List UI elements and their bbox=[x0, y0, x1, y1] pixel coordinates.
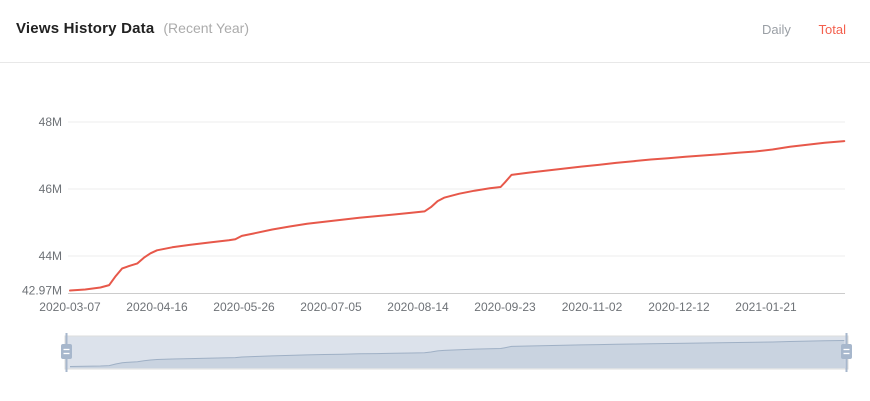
page-subtitle: (Recent Year) bbox=[163, 20, 249, 36]
y-axis-label: 44M bbox=[39, 249, 62, 263]
tab-total[interactable]: Total bbox=[818, 22, 846, 37]
x-axis-label: 2020-04-16 bbox=[126, 300, 188, 314]
datazoom-left-handle[interactable] bbox=[61, 333, 72, 372]
y-axis-label: 46M bbox=[39, 182, 62, 196]
x-axis-label: 2020-12-12 bbox=[648, 300, 710, 314]
x-axis-label: 2020-09-23 bbox=[474, 300, 536, 314]
x-axis-label: 2020-05-26 bbox=[213, 300, 275, 314]
y-axis-label: 48M bbox=[39, 115, 62, 129]
x-axis-label: 2020-08-14 bbox=[387, 300, 449, 314]
x-axis-label: 2020-11-02 bbox=[562, 300, 623, 314]
tab-daily[interactable]: Daily bbox=[762, 22, 791, 37]
header-divider bbox=[0, 62, 870, 63]
total-views-series-line[interactable] bbox=[69, 140, 846, 292]
datazoom-track[interactable] bbox=[64, 335, 849, 370]
datazoom-preview-area bbox=[70, 340, 845, 368]
y-axis-label: 42.97M bbox=[22, 284, 62, 298]
datazoom-preview-line bbox=[69, 340, 845, 367]
x-axis-label: 2020-03-07 bbox=[39, 300, 101, 314]
range-tabs: Daily Total bbox=[738, 22, 846, 37]
x-axis-label: 2020-07-05 bbox=[300, 300, 362, 314]
panel-header: Views History Data (Recent Year) bbox=[16, 20, 249, 37]
datazoom-right-handle[interactable] bbox=[841, 333, 852, 372]
page-title: Views History Data bbox=[16, 20, 155, 37]
x-axis-label: 2021-01-21 bbox=[735, 300, 797, 314]
